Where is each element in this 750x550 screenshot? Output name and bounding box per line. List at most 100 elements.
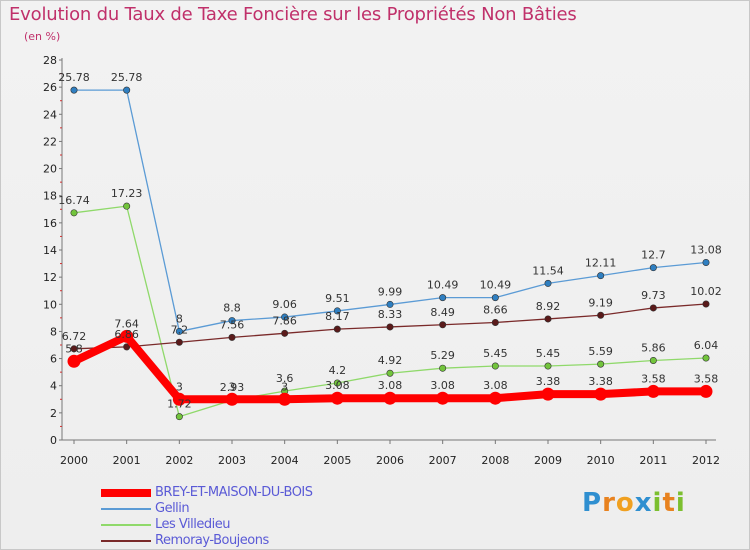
data-label: 3.38 bbox=[536, 375, 561, 388]
data-label: 8.49 bbox=[430, 306, 455, 319]
data-point bbox=[544, 315, 552, 323]
data-label: 5.29 bbox=[430, 349, 455, 362]
series-remoray-boujeons bbox=[70, 300, 710, 353]
data-point bbox=[123, 343, 131, 351]
data-label: 1.72 bbox=[167, 398, 192, 411]
y-tick-label: 14 bbox=[43, 244, 57, 257]
x-tick-label: 2002 bbox=[165, 454, 193, 467]
data-point bbox=[172, 392, 186, 406]
y-tick-label: 10 bbox=[43, 298, 57, 311]
data-label: 5.45 bbox=[536, 347, 561, 360]
data-point bbox=[646, 384, 660, 398]
data-point bbox=[649, 356, 657, 364]
data-label: 7.2 bbox=[171, 323, 189, 336]
y-tick-label: 4 bbox=[50, 380, 57, 393]
data-label: 3.58 bbox=[694, 372, 719, 385]
data-label: 8.66 bbox=[483, 303, 508, 316]
data-point bbox=[386, 323, 394, 331]
legend-label: Remoray-Boujeons bbox=[155, 533, 269, 548]
legend-swatch bbox=[101, 540, 151, 542]
data-point bbox=[386, 369, 394, 377]
data-point bbox=[702, 258, 710, 266]
x-tick-label: 2004 bbox=[271, 454, 299, 467]
data-point bbox=[175, 338, 183, 346]
data-point bbox=[120, 329, 134, 343]
chart-subtitle: (en %) bbox=[24, 30, 61, 43]
data-label: 9.73 bbox=[641, 289, 666, 302]
data-label: 5.8 bbox=[65, 342, 83, 355]
data-label: 12.7 bbox=[641, 249, 666, 262]
data-label: 4.2 bbox=[329, 364, 347, 377]
brand-logo-letter: t bbox=[662, 488, 676, 518]
y-tick-label: 20 bbox=[43, 163, 57, 176]
chart-title: Evolution du Taux de Taxe Foncière sur l… bbox=[9, 4, 577, 25]
y-tick-label: 26 bbox=[43, 81, 57, 94]
data-label: 8 bbox=[176, 312, 183, 325]
data-point bbox=[491, 362, 499, 370]
data-point bbox=[333, 307, 341, 315]
data-label: 8.8 bbox=[223, 302, 241, 315]
data-label: 9.19 bbox=[588, 296, 613, 309]
data-point bbox=[281, 329, 289, 337]
data-label: 5.86 bbox=[641, 341, 666, 354]
data-point bbox=[541, 387, 555, 401]
x-tick-label: 2001 bbox=[113, 454, 141, 467]
y-tick-label: 18 bbox=[43, 190, 57, 203]
data-point bbox=[544, 279, 552, 287]
brand-logo-letter: P bbox=[582, 488, 603, 518]
x-tick-label: 2005 bbox=[323, 454, 351, 467]
data-label: 5.59 bbox=[588, 345, 613, 358]
data-label: 8.17 bbox=[325, 310, 350, 323]
data-label: 10.02 bbox=[690, 285, 722, 298]
y-tick-label: 28 bbox=[43, 54, 57, 67]
x-tick-label: 2006 bbox=[376, 454, 404, 467]
data-label: 10.49 bbox=[427, 279, 459, 292]
x-tick-label: 2007 bbox=[429, 454, 457, 467]
data-point bbox=[228, 333, 236, 341]
data-label: 6.04 bbox=[694, 339, 719, 352]
data-label: 8.33 bbox=[378, 308, 403, 321]
data-point bbox=[123, 86, 131, 94]
y-tick-label: 6 bbox=[50, 353, 57, 366]
data-label: 6.72 bbox=[62, 330, 87, 343]
x-tick-label: 2000 bbox=[60, 454, 88, 467]
data-point bbox=[594, 387, 608, 401]
data-label: 9.06 bbox=[272, 298, 297, 311]
data-point bbox=[278, 392, 292, 406]
series-brey-et-maison-du-bois bbox=[67, 329, 713, 406]
data-point bbox=[123, 202, 131, 210]
data-label: 7.56 bbox=[220, 318, 245, 331]
data-point bbox=[67, 354, 81, 368]
data-label: 3 bbox=[281, 380, 288, 393]
data-point bbox=[439, 364, 447, 372]
legend-swatch bbox=[101, 489, 151, 497]
data-label: 7.64 bbox=[114, 317, 139, 330]
legend-swatch bbox=[101, 508, 151, 510]
data-label: 3.08 bbox=[483, 379, 508, 392]
data-label: 16.74 bbox=[58, 194, 90, 207]
data-label: 2.93 bbox=[220, 381, 245, 394]
data-point bbox=[386, 300, 394, 308]
x-tick-label: 2003 bbox=[218, 454, 246, 467]
data-label: 10.49 bbox=[480, 279, 512, 292]
x-tick-label: 2011 bbox=[639, 454, 667, 467]
data-label: 17.23 bbox=[111, 187, 143, 200]
data-point bbox=[702, 300, 710, 308]
data-point bbox=[488, 391, 502, 405]
data-label: 3.08 bbox=[430, 379, 455, 392]
data-label: 3.38 bbox=[588, 375, 613, 388]
legend-label: BREY-ET-MAISON-DU-BOIS bbox=[155, 485, 313, 500]
data-point bbox=[175, 327, 183, 335]
data-point bbox=[383, 391, 397, 405]
data-label: 25.78 bbox=[111, 71, 143, 84]
brand-logo-letter: r bbox=[602, 488, 616, 518]
data-point bbox=[333, 379, 341, 387]
x-tick-label: 2012 bbox=[692, 454, 720, 467]
data-point bbox=[228, 317, 236, 325]
data-label: 3 bbox=[176, 380, 183, 393]
data-point bbox=[597, 272, 605, 280]
data-point bbox=[330, 391, 344, 405]
data-label: 3.08 bbox=[325, 379, 350, 392]
data-label: 6.86 bbox=[114, 328, 139, 341]
